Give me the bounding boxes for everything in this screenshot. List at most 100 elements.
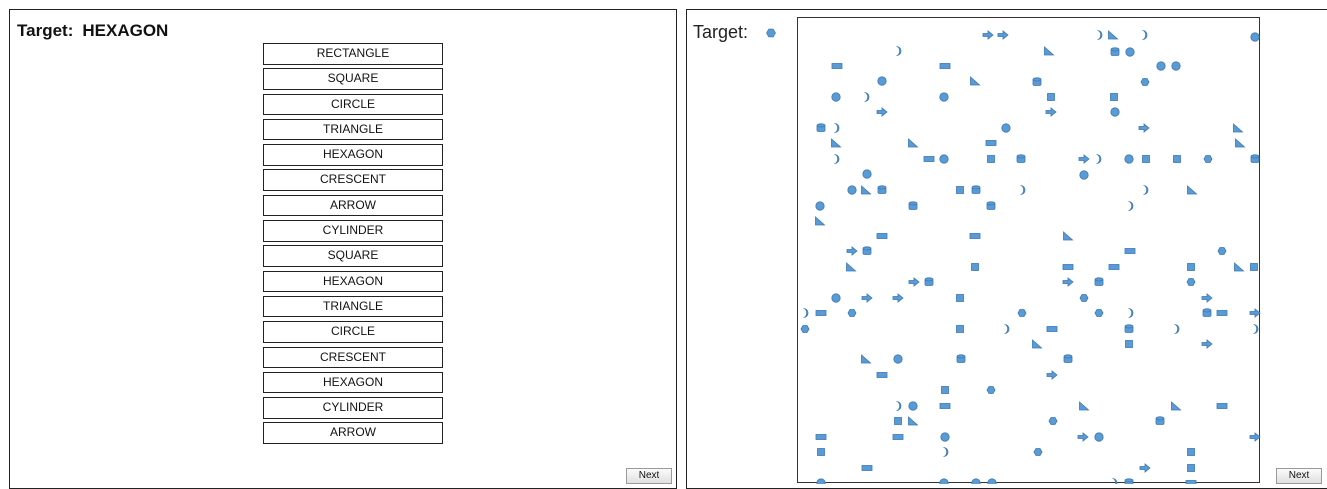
arrow-icon[interactable] — [1249, 308, 1261, 318]
cylinder-icon[interactable] — [1110, 47, 1120, 56]
hexagon-icon[interactable] — [1140, 78, 1150, 86]
cylinder-icon[interactable] — [1063, 354, 1073, 363]
arrow-icon[interactable] — [908, 277, 920, 287]
crescent-icon[interactable] — [1097, 30, 1103, 40]
circle-icon[interactable] — [893, 354, 903, 364]
cylinder-icon[interactable] — [1016, 154, 1026, 163]
arrow-icon[interactable] — [997, 30, 1009, 40]
rect-icon[interactable] — [876, 372, 888, 378]
rect-icon[interactable] — [1124, 248, 1136, 254]
hexagon-icon[interactable] — [1079, 294, 1089, 302]
crescent-icon[interactable] — [896, 401, 902, 411]
cylinder-icon[interactable] — [908, 201, 918, 210]
cylinder-icon[interactable] — [1124, 478, 1134, 484]
circle-icon[interactable] — [939, 92, 949, 102]
circle-icon[interactable] — [1125, 47, 1135, 57]
square-icon[interactable] — [1142, 155, 1150, 163]
circle-icon[interactable] — [816, 478, 826, 484]
rect-icon[interactable] — [815, 434, 827, 440]
square-icon[interactable] — [1187, 263, 1195, 271]
hexagon-icon[interactable] — [847, 309, 857, 317]
circle-icon[interactable] — [877, 76, 887, 86]
circle-icon[interactable] — [831, 92, 841, 102]
circle-icon[interactable] — [1156, 61, 1166, 71]
word-option-circle[interactable]: CIRCLE — [263, 93, 443, 116]
hexagon-icon[interactable] — [1017, 309, 1027, 317]
rect-icon[interactable] — [1216, 310, 1228, 316]
arrow-icon[interactable] — [861, 293, 873, 303]
arrow-icon[interactable] — [1201, 293, 1213, 303]
triangle-icon[interactable] — [1079, 401, 1090, 411]
square-icon[interactable] — [956, 294, 964, 302]
square-icon[interactable] — [1173, 155, 1181, 163]
next-button[interactable]: Next — [1276, 468, 1322, 484]
rect-icon[interactable] — [861, 465, 873, 471]
rect-icon[interactable] — [985, 140, 997, 146]
arrow-icon[interactable] — [1077, 432, 1089, 442]
cylinder-icon[interactable] — [956, 354, 966, 363]
word-option-arrow[interactable]: ARROW — [263, 194, 443, 217]
word-option-square[interactable]: SQUARE — [263, 68, 443, 90]
crescent-icon[interactable] — [834, 123, 840, 133]
arrow-icon[interactable] — [1046, 370, 1058, 380]
hexagon-icon[interactable] — [1033, 448, 1043, 456]
square-icon[interactable] — [1110, 93, 1118, 101]
arrow-icon[interactable] — [1062, 277, 1074, 287]
word-option-cylinder[interactable]: CYLINDER — [263, 397, 443, 419]
arrow-icon[interactable] — [1249, 432, 1261, 442]
crescent-icon[interactable] — [1020, 185, 1026, 195]
crescent-icon[interactable] — [1253, 324, 1259, 334]
triangle-icon[interactable] — [1234, 262, 1245, 272]
rect-icon[interactable] — [892, 434, 904, 440]
rect-icon[interactable] — [939, 63, 951, 69]
triangle-icon[interactable] — [1233, 123, 1244, 133]
circle-icon[interactable] — [939, 478, 949, 484]
circle-icon[interactable] — [939, 154, 949, 164]
crescent-icon[interactable] — [1128, 308, 1134, 318]
word-option-cylinder[interactable]: CYLINDER — [263, 220, 443, 242]
rect-icon[interactable] — [939, 403, 951, 409]
arrow-icon[interactable] — [982, 30, 994, 40]
square-icon[interactable] — [817, 448, 825, 456]
cylinder-icon[interactable] — [1202, 308, 1212, 317]
word-option-crescent[interactable]: CRESCENT — [263, 169, 443, 191]
square-icon[interactable] — [1187, 448, 1195, 456]
word-option-hexagon[interactable]: HEXAGON — [263, 371, 443, 394]
word-option-circle[interactable]: CIRCLE — [263, 321, 443, 343]
triangle-icon[interactable] — [1044, 46, 1055, 56]
square-icon[interactable] — [1250, 263, 1258, 271]
word-option-triangle[interactable]: TRIANGLE — [263, 295, 443, 318]
triangle-icon[interactable] — [1032, 339, 1043, 349]
rect-icon[interactable] — [876, 233, 888, 239]
cylinder-icon[interactable] — [862, 246, 872, 255]
crescent-icon[interactable] — [1143, 185, 1149, 195]
word-option-rectangle[interactable]: RECTANGLE — [263, 43, 443, 65]
word-option-hexagon[interactable]: HEXAGON — [263, 270, 443, 293]
cylinder-icon[interactable] — [1250, 154, 1260, 163]
crescent-icon[interactable] — [1174, 324, 1180, 334]
arrow-icon[interactable] — [1201, 339, 1213, 349]
triangle-icon[interactable] — [970, 76, 981, 86]
triangle-icon[interactable] — [815, 216, 826, 226]
crescent-icon[interactable] — [1096, 154, 1102, 164]
circle-icon[interactable] — [1079, 170, 1089, 180]
circle-icon[interactable] — [847, 185, 857, 195]
rect-icon[interactable] — [815, 310, 827, 316]
crescent-icon[interactable] — [1112, 478, 1118, 485]
square-icon[interactable] — [956, 186, 964, 194]
crescent-icon[interactable] — [864, 92, 870, 102]
next-button[interactable]: Next — [626, 468, 672, 484]
rect-icon[interactable] — [1046, 326, 1058, 332]
circle-icon[interactable] — [1171, 61, 1181, 71]
circle-icon[interactable] — [815, 201, 825, 211]
triangle-icon[interactable] — [1171, 401, 1182, 411]
cylinder-icon[interactable] — [1032, 77, 1042, 86]
hexagon-icon[interactable] — [800, 325, 810, 333]
word-option-hexagon[interactable]: HEXAGON — [263, 144, 443, 166]
square-icon[interactable] — [894, 417, 902, 425]
circle-icon[interactable] — [1124, 154, 1134, 164]
hexagon-icon[interactable] — [1217, 247, 1227, 255]
crescent-icon[interactable] — [1004, 324, 1010, 334]
square-icon[interactable] — [1125, 340, 1133, 348]
cylinder-icon[interactable] — [816, 123, 826, 132]
